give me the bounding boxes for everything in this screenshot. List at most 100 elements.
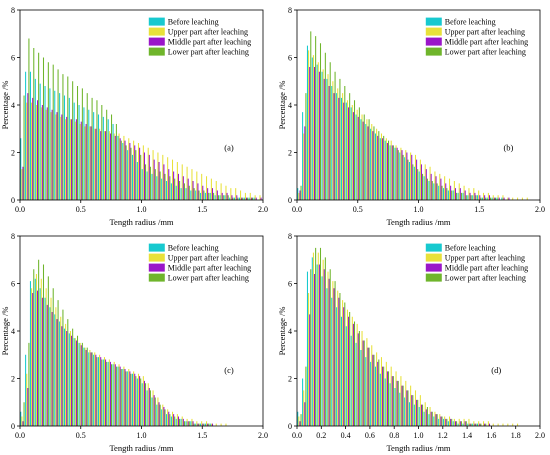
bar-upper	[50, 297, 52, 426]
bar-middle	[124, 369, 126, 426]
bar-before	[141, 169, 143, 201]
bar-before	[409, 162, 411, 200]
x-tick-label: 0.5	[76, 205, 86, 214]
bar-upper	[55, 307, 57, 426]
bar-lower	[402, 385, 404, 427]
bar-lower	[358, 107, 360, 201]
bar-upper	[517, 197, 519, 201]
bar-middle	[66, 116, 68, 201]
bar-upper	[419, 395, 421, 427]
chart-panel-3: 0.0 0.5 1.0 1.5 2.0 0 2 4 6 8 Tength radius /mm Per…	[0, 232, 268, 453]
bar-before	[379, 373, 381, 426]
bar-middle	[430, 411, 432, 426]
bar-lower	[426, 407, 428, 426]
bar-middle	[333, 93, 335, 201]
bar-middle	[109, 361, 111, 427]
bar-upper	[69, 119, 71, 200]
bar-lower	[397, 150, 399, 201]
bar-upper	[103, 357, 105, 427]
bar-middle	[416, 399, 418, 427]
bar-middle	[362, 121, 364, 201]
bar-middle	[192, 181, 194, 200]
bar-middle	[382, 366, 384, 427]
bar-lower	[111, 364, 113, 426]
bar-before	[136, 378, 138, 426]
bar-before	[234, 197, 236, 201]
bar-lower	[412, 164, 414, 201]
bar-middle	[440, 416, 442, 426]
bar-upper	[215, 423, 217, 427]
bar-middle	[377, 361, 379, 427]
bar-lower	[164, 409, 166, 427]
bar-lower	[149, 390, 151, 427]
bar-before	[452, 421, 454, 426]
bar-middle	[109, 133, 111, 200]
bar-middle	[420, 404, 422, 427]
bar-lower	[353, 321, 356, 426]
bar-lower	[446, 418, 448, 427]
bar-before	[170, 183, 172, 201]
bar-upper	[380, 133, 382, 200]
y-tick-label: 8	[288, 232, 292, 241]
bar-lower	[76, 335, 79, 426]
bar-upper	[453, 181, 455, 200]
bar-before	[175, 185, 177, 200]
bar-upper	[298, 416, 300, 426]
bar-middle	[357, 116, 359, 201]
bar-lower	[42, 264, 45, 426]
bar-lower	[183, 421, 185, 426]
bar-lower	[339, 78, 341, 200]
legend-entry: Lower part after leaching	[168, 274, 249, 283]
legend-entry: Upper part after leaching	[445, 28, 525, 37]
bar-middle	[484, 195, 486, 200]
bar-lower	[334, 71, 336, 200]
bar-lower	[125, 145, 127, 201]
bar-before	[102, 359, 104, 426]
bar-middle	[411, 154, 413, 201]
legend-swatch-upper	[425, 27, 442, 36]
bar-middle	[508, 197, 510, 201]
bar-upper	[468, 188, 470, 201]
x-tick-label: 0.0	[15, 205, 25, 214]
bar-middle	[445, 183, 447, 201]
y-tick-label: 0	[11, 196, 15, 205]
bar-before	[73, 102, 75, 200]
legend-swatch-middle	[148, 263, 165, 272]
bar-before	[166, 414, 168, 427]
y-tick-label: 6	[11, 54, 15, 63]
legend-entry: Upper part after leaching	[168, 254, 248, 263]
legend-entry: Upper part after leaching	[445, 254, 525, 263]
bar-before	[29, 71, 31, 200]
bar-upper	[26, 373, 28, 426]
bar-upper	[50, 112, 52, 201]
bar-middle	[197, 183, 199, 201]
bar-lower	[101, 105, 103, 200]
bar-middle	[207, 423, 209, 427]
bar-middle	[420, 164, 422, 201]
bar-middle	[391, 376, 393, 427]
bar-middle	[396, 147, 398, 200]
bar-upper	[507, 197, 509, 201]
bar-before	[39, 288, 41, 426]
bar-upper	[405, 380, 407, 427]
bar-middle	[406, 152, 408, 200]
bar-upper	[400, 376, 402, 427]
legend-swatch-before	[425, 243, 442, 252]
bar-middle	[454, 421, 456, 426]
bar-middle	[411, 395, 413, 427]
bar-upper	[366, 119, 368, 200]
bar-upper	[79, 124, 81, 200]
legend-swatch-before	[425, 17, 442, 26]
bar-upper	[94, 352, 96, 427]
bar-before	[345, 102, 347, 200]
bar-before	[447, 421, 449, 426]
bar-lower	[470, 195, 472, 200]
bar-upper	[196, 171, 198, 200]
bar-upper	[376, 352, 378, 427]
bar-upper	[89, 126, 91, 201]
bar-lower	[383, 135, 385, 201]
bar-middle	[221, 192, 223, 201]
bar-upper	[356, 323, 358, 427]
legend-entry: Before leaching	[168, 18, 219, 27]
bar-before	[477, 423, 479, 427]
